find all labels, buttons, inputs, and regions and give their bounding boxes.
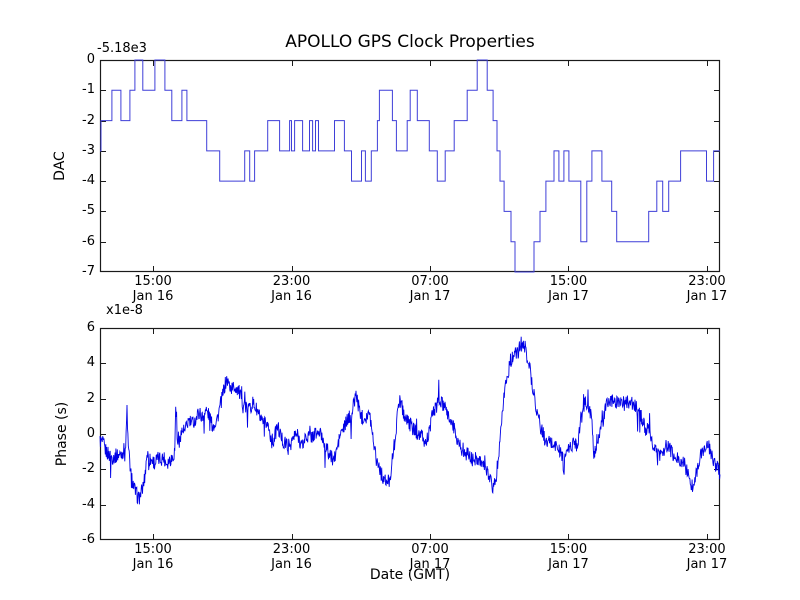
y-tick-label: -6 [82, 532, 95, 547]
x-axis-label: Date (GMT) [369, 567, 451, 583]
x-tick-label: 15:00 Jan 17 [548, 542, 589, 572]
y-tick-label: 4 [86, 355, 95, 371]
phase-series-line [99, 336, 721, 505]
x-tick-label: 07:00 Jan 17 [409, 542, 451, 572]
y-tick-label: -5 [82, 203, 95, 219]
axes-frame [99, 327, 721, 541]
y-tick-label: -7 [82, 264, 95, 279]
x-tick-label: 15:00 Jan 16 [132, 542, 174, 572]
y-tick-label: 2 [86, 390, 95, 406]
phase-axes [99, 327, 721, 541]
y-tick-label: 0 [86, 426, 95, 441]
y-tick-label: -1 [82, 82, 95, 98]
y-tick-label: -2 [82, 112, 95, 128]
axes-frame [99, 59, 721, 273]
chart-title: APOLLO GPS Clock Properties [285, 32, 535, 52]
y-tick-label: 0 [86, 52, 95, 67]
y-tick-label: -4 [82, 173, 95, 189]
y-tick-label: -4 [82, 496, 95, 512]
y-tick-label: -2 [82, 461, 95, 477]
x-tick-label: 07:00 Jan 17 [409, 274, 451, 304]
x-tick-label: 23:00 Jan 17 [686, 542, 728, 572]
x-tick-label: 23:00 Jan 17 [686, 274, 728, 304]
x-tick-label: 15:00 Jan 16 [132, 274, 174, 304]
x-tick-label: 23:00 Jan 16 [271, 542, 312, 572]
y-tick-label: -3 [82, 142, 95, 158]
dac-series-line [100, 59, 720, 273]
x-tick-label: 15:00 Jan 17 [548, 274, 589, 304]
y-tick-label: -6 [82, 233, 95, 249]
y-tick-label: 6 [86, 320, 95, 335]
phase-offset-text: x1e-8 [106, 303, 143, 318]
dac-axes [99, 59, 721, 273]
x-tick-label: 23:00 Jan 16 [271, 274, 312, 304]
dac-offset-text: -5.18e3 [97, 41, 147, 56]
